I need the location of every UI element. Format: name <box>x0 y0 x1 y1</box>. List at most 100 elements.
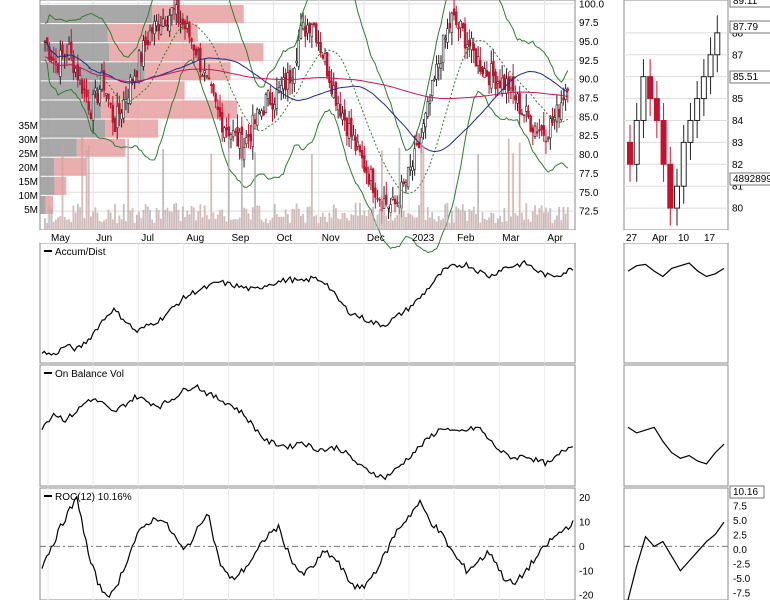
candle-body <box>231 130 235 138</box>
volume-bar <box>100 222 103 230</box>
zoom-candle-body <box>647 76 654 100</box>
candle-body <box>463 23 467 49</box>
volume-profile-up-bar <box>40 138 77 157</box>
candle-body <box>262 110 265 116</box>
volume-bar <box>76 203 79 230</box>
volume-bar <box>221 209 224 230</box>
candle-body <box>225 127 228 131</box>
volume-bar <box>162 149 165 230</box>
volume-bar <box>326 221 329 230</box>
volume-bar <box>114 203 116 230</box>
volume-bar <box>343 212 346 230</box>
volume-bar <box>65 219 68 230</box>
volume-bar <box>332 204 335 230</box>
candle-body <box>100 71 104 90</box>
volume-bar <box>529 221 532 230</box>
price-tick-label: 72.5 <box>579 207 599 218</box>
bollinger-mid-line <box>44 23 569 195</box>
candle-body <box>354 136 357 151</box>
candle-body <box>332 85 335 98</box>
price-tick-label: 77.5 <box>579 169 599 180</box>
candle-body <box>531 127 535 133</box>
candle-body <box>61 44 64 55</box>
volume-bar <box>549 208 552 230</box>
volume-bar <box>359 202 361 230</box>
volume-bar <box>192 207 195 230</box>
volume-bar <box>120 219 123 230</box>
candle-body <box>452 8 456 16</box>
volume-bar <box>378 208 381 230</box>
zoom-value-label: 87.79 <box>733 22 758 33</box>
volume-bar <box>448 222 451 230</box>
volume-bar <box>203 205 206 230</box>
volume-bar <box>479 222 482 230</box>
candle-body <box>212 84 215 94</box>
candle-body <box>264 94 268 113</box>
candle-body <box>220 111 224 133</box>
zoom-value-box <box>729 70 770 84</box>
roc-zoom-tick-label: -5.0 <box>733 574 751 585</box>
candle-body <box>111 104 115 123</box>
candle-body <box>52 58 55 61</box>
volume-bar <box>494 222 497 230</box>
candle-body <box>78 75 82 81</box>
volume-profile-down-bar <box>101 100 238 119</box>
volume-bar <box>455 206 458 230</box>
candle-body <box>83 88 86 91</box>
volume-bar <box>387 220 390 230</box>
candle-body <box>115 105 119 129</box>
volume-bar <box>426 207 429 230</box>
volume-bar <box>313 216 315 230</box>
candle-body <box>422 123 425 133</box>
candle-body <box>301 22 305 30</box>
candle-body <box>560 102 563 120</box>
zoom-price-tick-label: 80 <box>732 204 744 215</box>
candle-body <box>150 27 154 34</box>
volume-bar <box>466 220 469 230</box>
zoom-panel-frame-3 <box>623 487 729 601</box>
candle-body <box>87 101 90 111</box>
candle-body <box>509 78 513 89</box>
volume-bar <box>407 212 410 230</box>
volume-bar <box>523 219 525 230</box>
volume-bar <box>177 209 180 230</box>
candle-body <box>330 80 333 94</box>
candle-body <box>107 93 110 100</box>
candle-body <box>395 201 399 204</box>
month-label: Nov <box>322 233 340 244</box>
zoom-value-box <box>729 172 770 186</box>
candle-body <box>544 140 548 143</box>
candle-body <box>472 43 475 51</box>
zoom-candle-body <box>674 185 680 209</box>
sma200-line <box>44 56 568 100</box>
candle-body <box>420 136 423 144</box>
volume-bar <box>144 204 147 230</box>
volume-bar <box>475 213 477 230</box>
volume-tick-label: 10M <box>19 191 38 202</box>
volume-bar <box>400 203 403 230</box>
volume-bar <box>63 217 66 230</box>
candle-body <box>105 93 108 96</box>
volume-bar <box>293 209 296 230</box>
volume-bar <box>186 210 189 230</box>
volume-bar <box>245 208 248 230</box>
candle-body <box>238 132 241 149</box>
candle-body <box>465 44 469 48</box>
volume-bar <box>214 218 217 230</box>
zoom-candle-body <box>653 98 660 121</box>
volume-bar <box>118 215 121 230</box>
candle-body <box>80 79 84 94</box>
volume-bar <box>501 221 504 230</box>
zoom-date-label: 10 <box>678 233 690 244</box>
month-label: Feb <box>457 233 475 244</box>
volume-bar <box>232 219 235 230</box>
candle-body <box>542 125 545 136</box>
candle-body <box>288 69 292 84</box>
volume-bar <box>319 216 322 230</box>
candle-body <box>144 36 147 46</box>
zoom-candle-body <box>680 141 687 187</box>
zoom-candle-body <box>667 163 674 209</box>
volume-bar <box>424 219 427 230</box>
volume-bar <box>282 217 285 230</box>
candle-body <box>216 106 220 111</box>
